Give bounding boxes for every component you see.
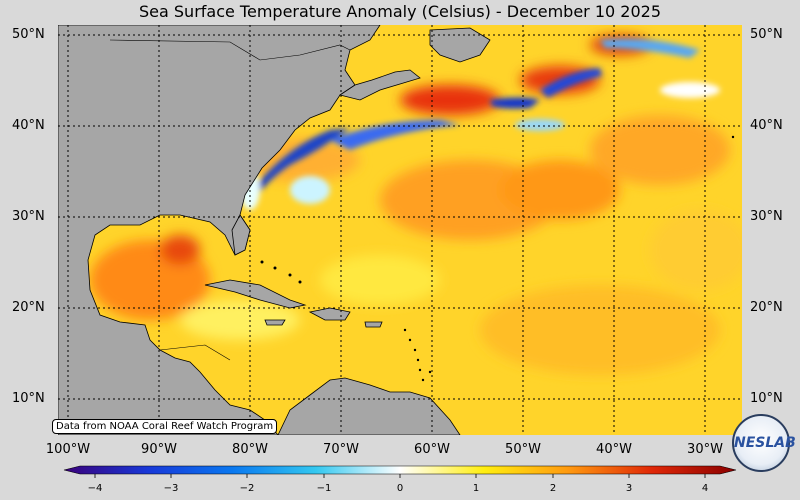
neslab-logo: NESLAB (732, 414, 796, 472)
lon-label: 50°W (505, 442, 541, 457)
lat-label-right: 20°N (750, 300, 783, 315)
lat-label-left: 30°N (12, 209, 45, 224)
colorbar-tick-label: −3 (163, 483, 179, 494)
lat-label-right: 40°N (750, 118, 783, 133)
colorbar-tick-label: 4 (701, 483, 709, 494)
map-title: Sea Surface Temperature Anomaly (Celsius… (139, 2, 661, 21)
lon-label: 40°W (596, 442, 632, 457)
small-islands (260, 135, 735, 382)
colorbar-tick-label: 2 (549, 483, 557, 494)
lon-label: 60°W (414, 442, 450, 457)
colorbar-ticks (94, 474, 706, 478)
lat-label-left: 40°N (12, 118, 45, 133)
lon-label: 30°W (687, 442, 723, 457)
lon-label: 70°W (323, 442, 359, 457)
colorbar-tick-label: 1 (472, 483, 480, 494)
borders (109, 39, 351, 361)
colorbar (63, 465, 737, 475)
lon-label: 100°W (45, 442, 91, 457)
colorbar-tick-label: −4 (87, 483, 103, 494)
colorbar-tick-label: 3 (625, 483, 633, 494)
colorbar-tick-label: −1 (316, 483, 332, 494)
colorbar-tick-label: 0 (396, 483, 404, 494)
lon-label: 80°W (232, 442, 268, 457)
data-credit: Data from NOAA Coral Reef Watch Program (52, 419, 278, 434)
colorbar-tick-label: −2 (239, 483, 255, 494)
graticule (58, 25, 742, 435)
lon-label: 90°W (141, 442, 177, 457)
lat-label-left: 50°N (12, 27, 45, 42)
lat-label-right: 10°N (750, 391, 783, 406)
lat-label-right: 50°N (750, 27, 783, 42)
lat-label-left: 10°N (12, 391, 45, 406)
land-masses (58, 25, 491, 435)
lat-label-right: 30°N (750, 209, 783, 224)
lat-label-left: 20°N (12, 300, 45, 315)
